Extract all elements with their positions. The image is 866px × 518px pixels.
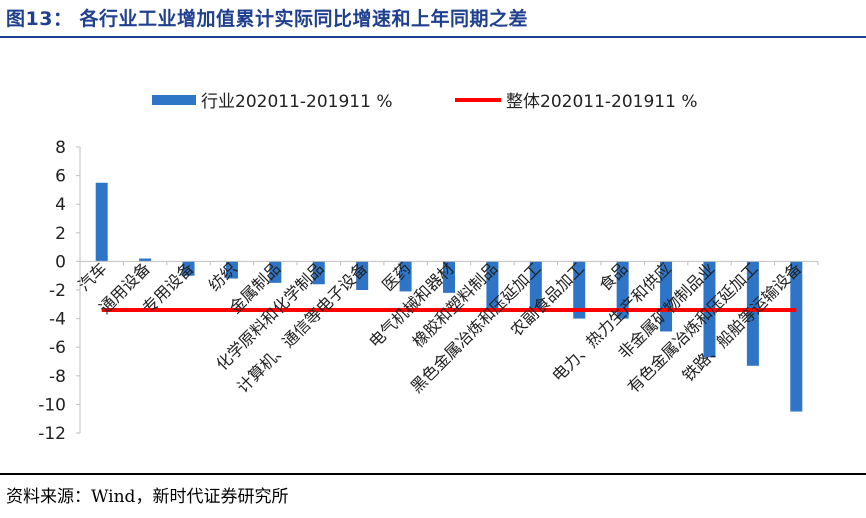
bar <box>139 258 152 262</box>
y-tick-label: 2 <box>55 224 66 244</box>
y-tick-label: -12 <box>38 424 66 444</box>
legend-bar-swatch <box>152 95 196 105</box>
source-note: 资料来源：Wind，新时代证券研究所 <box>6 487 289 507</box>
legend-bar-label: 行业202011-201911 % <box>201 92 392 112</box>
figure-title: 图13： 各行业工业增加值累计实际同比增速和上年同期之差 <box>6 8 529 30</box>
bar <box>660 261 673 332</box>
bar <box>790 261 803 412</box>
footer-rule <box>0 473 866 475</box>
bar <box>225 261 238 279</box>
y-tick-label: -8 <box>49 367 66 387</box>
y-tick-label: 0 <box>55 252 66 272</box>
bar <box>399 261 412 292</box>
y-tick-label: -2 <box>49 281 66 301</box>
y-tick-label: 6 <box>55 167 66 187</box>
bar <box>486 261 499 311</box>
bar <box>95 182 108 262</box>
bar <box>529 261 542 312</box>
bar <box>746 261 759 366</box>
bar <box>616 261 629 319</box>
bar <box>182 261 195 276</box>
y-tick-label: 8 <box>55 138 66 158</box>
bar <box>312 261 325 285</box>
bar <box>269 261 282 283</box>
bar <box>573 261 586 319</box>
bar <box>443 261 455 293</box>
y-tick-label: 4 <box>55 195 66 215</box>
y-tick-label: -4 <box>49 310 66 330</box>
legend: 行业202011-201911 % 整体202011-201911 % <box>152 92 697 112</box>
legend-line-label: 整体202011-201911 % <box>506 92 697 112</box>
bar <box>356 261 369 290</box>
y-tick-label: -10 <box>38 395 66 415</box>
legend-line-swatch <box>455 98 501 102</box>
title-rule <box>0 36 866 38</box>
bar-chart: 行业202011-201911 % 整体202011-201911 % 8 6 4 2… <box>38 92 819 444</box>
y-tick-label: -6 <box>49 338 66 358</box>
